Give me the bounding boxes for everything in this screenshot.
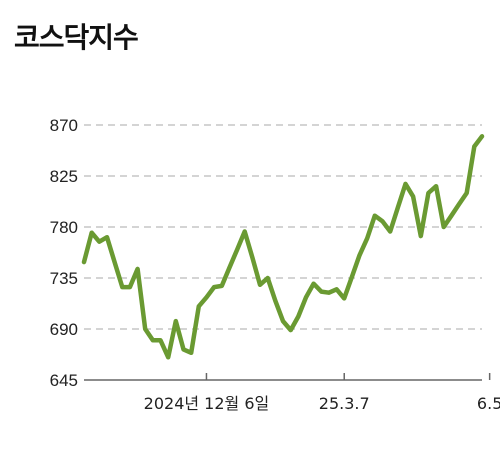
y-tick-label: 870 bbox=[50, 116, 78, 135]
x-tick-label: 2024년 12월 6일 bbox=[144, 394, 270, 413]
series-line bbox=[81, 134, 485, 360]
y-tick-label: 645 bbox=[50, 371, 78, 390]
x-tick-label: 25.3.7 bbox=[319, 394, 370, 413]
y-tick-label: 735 bbox=[50, 269, 78, 288]
y-tick-label: 780 bbox=[50, 218, 78, 237]
x-tick-label: 6.5 bbox=[477, 394, 500, 413]
y-tick-label: 690 bbox=[50, 320, 78, 339]
y-tick-label: 825 bbox=[50, 167, 78, 186]
chart-title: 코스닥지수 bbox=[14, 21, 139, 54]
